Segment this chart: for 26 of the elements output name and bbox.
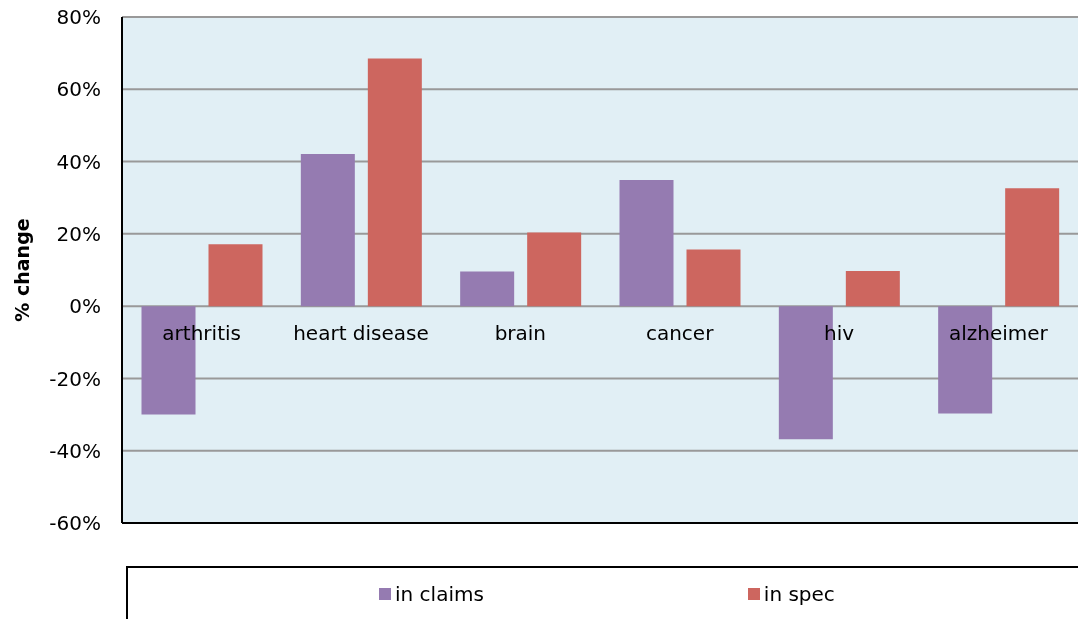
x-tick-label: hiv (823, 321, 855, 346)
y-tick-label: 20% (56, 221, 101, 246)
x-tick-label: arthritis (162, 321, 241, 346)
x-tick-label: brain (494, 321, 547, 346)
x-tick-label: alzheimer (948, 321, 1049, 346)
bar (845, 271, 900, 307)
y-tick-label: 0% (69, 294, 101, 319)
y-tick-label: 80% (56, 5, 101, 30)
y-tick-label: -20% (49, 366, 101, 391)
bar (367, 58, 422, 307)
bar (460, 271, 515, 307)
x-tick-label: heart disease (293, 321, 429, 346)
y-tick-label: -60% (49, 511, 101, 536)
bar (300, 153, 355, 307)
bar (686, 249, 741, 307)
x-tick-label: cancer (645, 321, 715, 346)
bar (1005, 188, 1060, 307)
y-tick-label: 60% (56, 77, 101, 102)
y-axis-title: % change (11, 218, 33, 322)
y-tick-label: -40% (49, 438, 101, 463)
y-tick-label: 40% (56, 149, 101, 174)
bar (619, 180, 674, 307)
bar (208, 244, 263, 307)
legend-label: in spec (763, 581, 835, 606)
legend-label: in claims (395, 581, 484, 606)
bar (527, 232, 582, 307)
